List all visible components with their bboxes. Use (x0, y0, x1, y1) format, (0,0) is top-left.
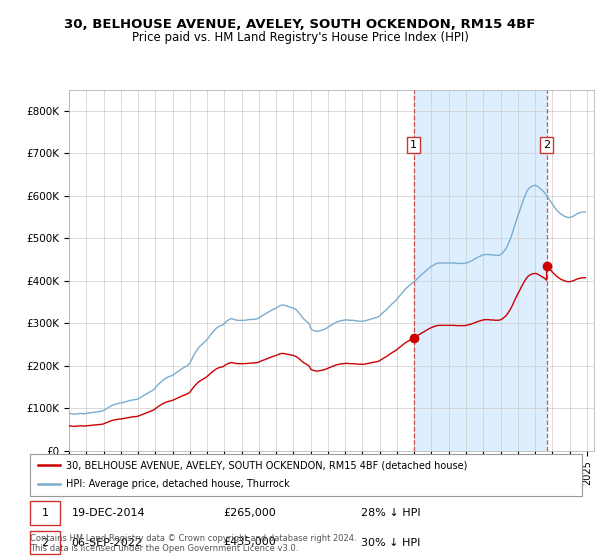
Text: 30, BELHOUSE AVENUE, AVELEY, SOUTH OCKENDON, RM15 4BF (detached house): 30, BELHOUSE AVENUE, AVELEY, SOUTH OCKEN… (66, 460, 467, 470)
Text: HPI: Average price, detached house, Thurrock: HPI: Average price, detached house, Thur… (66, 479, 290, 489)
Text: 30, BELHOUSE AVENUE, AVELEY, SOUTH OCKENDON, RM15 4BF: 30, BELHOUSE AVENUE, AVELEY, SOUTH OCKEN… (64, 18, 536, 31)
Text: £265,000: £265,000 (223, 508, 276, 518)
Text: 2: 2 (543, 140, 550, 150)
Bar (30, 531, 61, 554)
Text: 1: 1 (410, 140, 417, 150)
Bar (30, 501, 61, 525)
Text: 28% ↓ HPI: 28% ↓ HPI (361, 508, 421, 518)
Text: 06-SEP-2022: 06-SEP-2022 (71, 538, 142, 548)
Text: 2: 2 (41, 538, 49, 548)
Text: Contains HM Land Registry data © Crown copyright and database right 2024.
This d: Contains HM Land Registry data © Crown c… (30, 534, 356, 553)
Text: 30% ↓ HPI: 30% ↓ HPI (361, 538, 421, 548)
Text: £435,000: £435,000 (223, 538, 276, 548)
Text: 1: 1 (41, 508, 49, 518)
Text: Price paid vs. HM Land Registry's House Price Index (HPI): Price paid vs. HM Land Registry's House … (131, 31, 469, 44)
Bar (413, 90, 547, 451)
Text: 19-DEC-2014: 19-DEC-2014 (71, 508, 145, 518)
